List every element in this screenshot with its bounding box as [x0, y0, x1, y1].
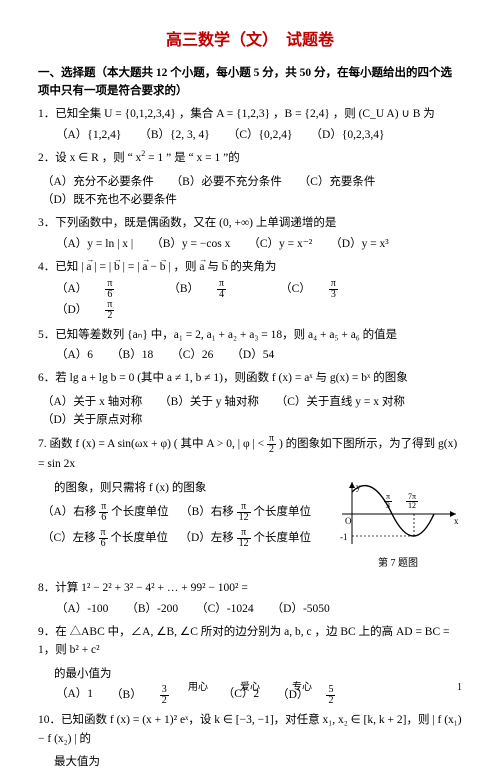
q7-opt-b: （B）右移 π12 个长度单位 [180, 506, 311, 518]
q4-opt-c: （C）π3 [280, 279, 374, 300]
footer-b: 爱心 [240, 680, 260, 696]
q10-stem-cont: 最大值为 [54, 753, 462, 771]
q6-stem: 6．若 lg a + lg b = 0 (其中 a ≠ 1, b ≠ 1)，则函… [38, 369, 462, 387]
q3-opt-a: （A）y = ln | x | [56, 235, 133, 253]
q3-opt-d: （D）y = x³ [330, 235, 389, 253]
q8-opt-b: （B）-200 [126, 600, 178, 618]
q7-opt-c: （C）左移 π6 个长度单位 [42, 532, 168, 544]
q7-figure-caption: 第 7 题图 [334, 556, 462, 572]
q8-opt-d: （D）-5050 [272, 600, 330, 618]
q7-opt-d: （D）左移 π12 个长度单位 [179, 532, 311, 544]
svg-text:O: O [345, 516, 352, 526]
q5-opt-b: （B）18 [111, 346, 153, 364]
q1-opt-a: （A）{1,2,4} [56, 126, 121, 144]
q6-options: （A）关于 x 轴对称 （B）关于 y 轴对称 （C）关于直线 y = x 对称… [42, 393, 462, 430]
q2-opt-c: （C）充要条件 [299, 176, 376, 188]
q8-stem: 8．计算 1² − 2² + 3² − 4² + … + 99² − 100² … [38, 579, 462, 597]
footer-a: 用心 [188, 680, 208, 696]
q7-opt-a: （A）右移 π6 个长度单位 [42, 506, 169, 518]
q5-opt-a: （A）6 [56, 346, 93, 364]
q4-stem: 4．已知 | a | = | b | = | a − b | ，则 a 与 b … [38, 258, 462, 276]
page-number: 1 [457, 680, 462, 696]
q1-options: （A）{1,2,4} （B）{2, 3, 4} （C）{0,2,4} （D）{0… [56, 126, 462, 144]
q1-opt-b: （B）{2, 3, 4} [139, 126, 209, 144]
q2-opt-a: （A）充分不必要条件 [42, 176, 154, 188]
svg-text:y: y [356, 482, 361, 492]
q4-options: （A）π6 （B）π4 （C）π3 （D）π2 [56, 279, 462, 321]
footer-c: 专心 [292, 680, 312, 696]
q3-opt-c: （C）y = x⁻² [248, 235, 312, 253]
q8-options: （A）-100 （B）-200 （C）-1024 （D）-5050 [56, 600, 462, 618]
q2-opt-b: （B）必要不充分条件 [171, 176, 282, 188]
q2-stem: 2．设 x ∈ R ，则 “ x2 = 1 ” 是 “ x = 1 ”的 [38, 149, 462, 167]
svg-text:x: x [454, 516, 459, 526]
q5-stem: 5．已知等差数列 {aₙ} 中，a₁ = 2, a₁ + a₂ + a₃ = 1… [38, 326, 462, 344]
q1-stem: 1．已知全集 U = {0,1,2,3,4} ，集合 A = {1,2,3} ，… [38, 105, 462, 123]
q7-figure: y x O π3 7π12 -1 第 7 题图 [334, 478, 462, 572]
q3-opt-b: （B）y = −cos x [151, 235, 230, 253]
q4-opt-a: （A）π6 [56, 279, 150, 300]
q6-opt-c: （C）关于直线 y = x 对称 [276, 396, 405, 408]
q5-opt-c: （C）26 [171, 346, 213, 364]
q7-stem: 7. 函数 f (x) = A sin(ωx + φ) ( 其中 A > 0, … [38, 434, 462, 473]
q1-opt-c: （C）{0,2,4} [228, 126, 293, 144]
page-title: 高三数学（文） 试题卷 [38, 28, 462, 54]
q8-opt-a: （A）-100 [56, 600, 108, 618]
q2-opt-d: （D）既不充也不必要条件 [42, 194, 177, 206]
section-heading: 一、选择题（本大题共 12 个小题，每小题 5 分，共 50 分，在每小题给出的… [38, 64, 462, 101]
q8-opt-c: （C）-1024 [196, 600, 254, 618]
q10-stem: 10．已知函数 f (x) = (x + 1)² eˣ，设 k ∈ [−3, −… [38, 711, 462, 748]
page-footer: 用心 爱心 专心 1 [0, 680, 500, 696]
q5-opt-d: （D）54 [231, 346, 274, 364]
q3-stem: 3．下列函数中，既是偶函数，又在 (0, +∞) 上单调递增的是 [38, 214, 462, 232]
q3-options: （A）y = ln | x | （B）y = −cos x （C）y = x⁻²… [56, 235, 462, 253]
q6-opt-b: （B）关于 y 轴对称 [159, 396, 259, 408]
q1-opt-d: （D）{0,2,3,4} [311, 126, 385, 144]
q9-stem: 9．在 △ABC 中，∠A, ∠B, ∠C 所对的边分别为 a, b, c ，边… [38, 623, 462, 660]
q6-opt-d: （D）关于原点对称 [42, 414, 142, 426]
q4-opt-b: （B）π4 [168, 279, 262, 300]
q6-opt-a: （A）关于 x 轴对称 [42, 396, 142, 408]
q4-opt-d: （D）π2 [56, 300, 150, 321]
q5-options: （A）6 （B）18 （C）26 （D）54 [56, 346, 462, 364]
q2-options: （A）充分不必要条件 （B）必要不充分条件 （C）充要条件 （D）既不充也不必要… [42, 173, 462, 210]
svg-text:-1: -1 [340, 532, 348, 542]
